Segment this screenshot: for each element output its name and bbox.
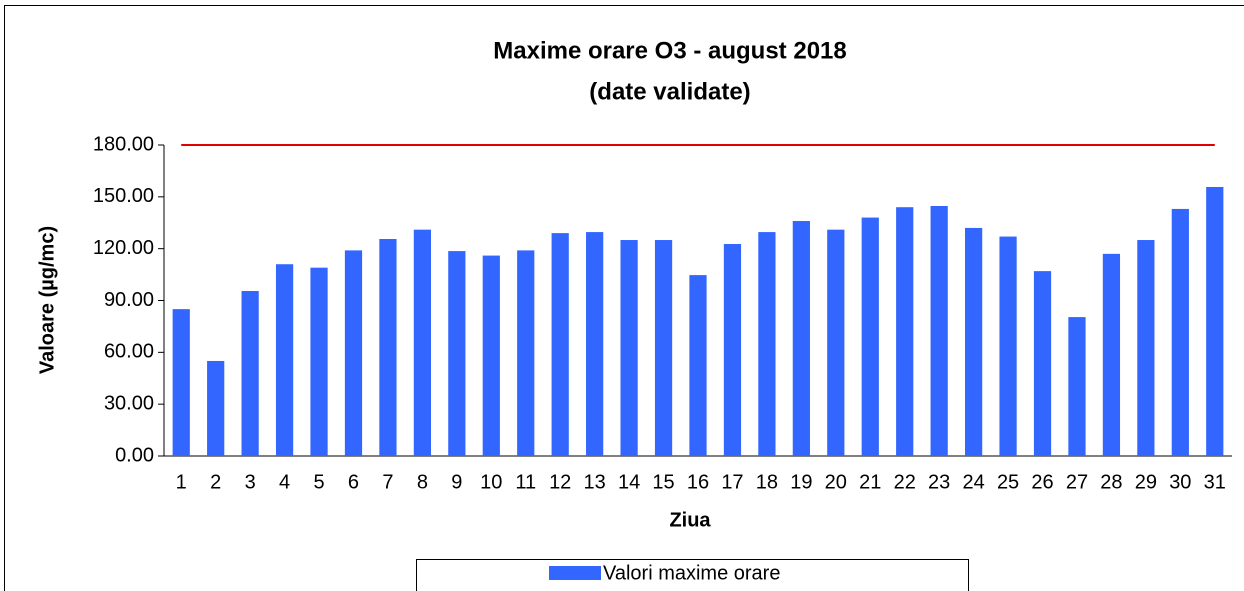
x-tick-label: 17 — [721, 471, 743, 493]
y-tick-label: 30.00 — [104, 392, 154, 414]
chart-title: Maxime orare O3 - august 2018 — [493, 37, 846, 64]
bar — [517, 250, 535, 456]
x-tick-label: 7 — [382, 471, 393, 493]
bar — [1068, 317, 1086, 456]
bar — [482, 255, 500, 456]
x-tick-label: 12 — [549, 471, 571, 493]
bar — [344, 250, 363, 456]
x-tick-label: 24 — [962, 471, 984, 493]
bar — [207, 360, 225, 456]
y-tick-label: 90.00 — [104, 289, 154, 311]
x-tick-label: 27 — [1066, 471, 1088, 493]
x-tick-label: 5 — [313, 471, 324, 493]
bar — [172, 309, 190, 456]
x-tick-label: 21 — [859, 471, 881, 493]
x-tick-label: 16 — [687, 471, 709, 493]
x-tick-label: 2 — [210, 471, 221, 493]
bar — [551, 233, 569, 456]
x-tick-label: 31 — [1204, 471, 1226, 493]
legend-swatch — [549, 566, 601, 580]
x-tick-label: 20 — [825, 471, 847, 493]
bar — [861, 217, 879, 456]
x-tick-label: 9 — [451, 471, 462, 493]
x-tick-label: 18 — [756, 471, 778, 493]
bar — [896, 207, 914, 456]
x-tick-label: 1 — [176, 471, 187, 493]
x-tick-label: 22 — [894, 471, 916, 493]
bar — [723, 244, 742, 456]
bar — [1033, 271, 1052, 456]
x-tick-label: 6 — [348, 471, 359, 493]
y-tick-label: 60.00 — [104, 341, 154, 363]
y-axis-title: Valoare (µg/mc) — [36, 226, 58, 374]
bar — [689, 275, 707, 456]
bar — [999, 236, 1017, 456]
bar — [448, 251, 466, 456]
x-tick-label: 29 — [1135, 471, 1157, 493]
y-tick-label: 180.00 — [93, 133, 154, 155]
y-tick-label: 120.00 — [93, 237, 154, 259]
bar — [1171, 208, 1189, 456]
x-tick-label: 4 — [279, 471, 290, 493]
bar — [379, 238, 397, 456]
legend-label: Valori maxime orare — [603, 562, 780, 584]
bar — [275, 264, 294, 456]
bar — [1102, 253, 1121, 456]
x-tick-label: 11 — [515, 471, 536, 493]
x-tick-label: 10 — [480, 471, 502, 493]
bar — [310, 267, 328, 456]
bar — [413, 229, 431, 456]
x-tick-label: 13 — [584, 471, 606, 493]
x-axis-title: Ziua — [669, 509, 711, 531]
x-tick-label: 28 — [1100, 471, 1122, 493]
bar — [1137, 240, 1155, 456]
x-tick-label: 26 — [1031, 471, 1053, 493]
bar — [758, 232, 776, 456]
bar — [586, 232, 604, 456]
x-tick-label: 30 — [1169, 471, 1191, 493]
bar — [965, 227, 983, 456]
x-tick-label: 15 — [652, 471, 674, 493]
bar — [827, 229, 845, 456]
x-tick-label: 14 — [618, 471, 640, 493]
bar — [241, 290, 259, 456]
bar — [792, 221, 810, 456]
bar — [930, 205, 948, 456]
x-tick-label: 8 — [417, 471, 428, 493]
x-tick-label: 23 — [928, 471, 950, 493]
x-tick-label: 3 — [245, 471, 256, 493]
chart-subtitle: (date validate) — [589, 78, 750, 105]
x-tick-label: 19 — [790, 471, 812, 493]
bar — [1206, 186, 1224, 457]
x-tick-label: 25 — [997, 471, 1019, 493]
y-tick-label: 0.00 — [115, 444, 154, 466]
y-tick-label: 150.00 — [93, 185, 154, 207]
legend-box — [416, 559, 969, 591]
bar — [620, 240, 638, 456]
bar — [654, 240, 673, 456]
